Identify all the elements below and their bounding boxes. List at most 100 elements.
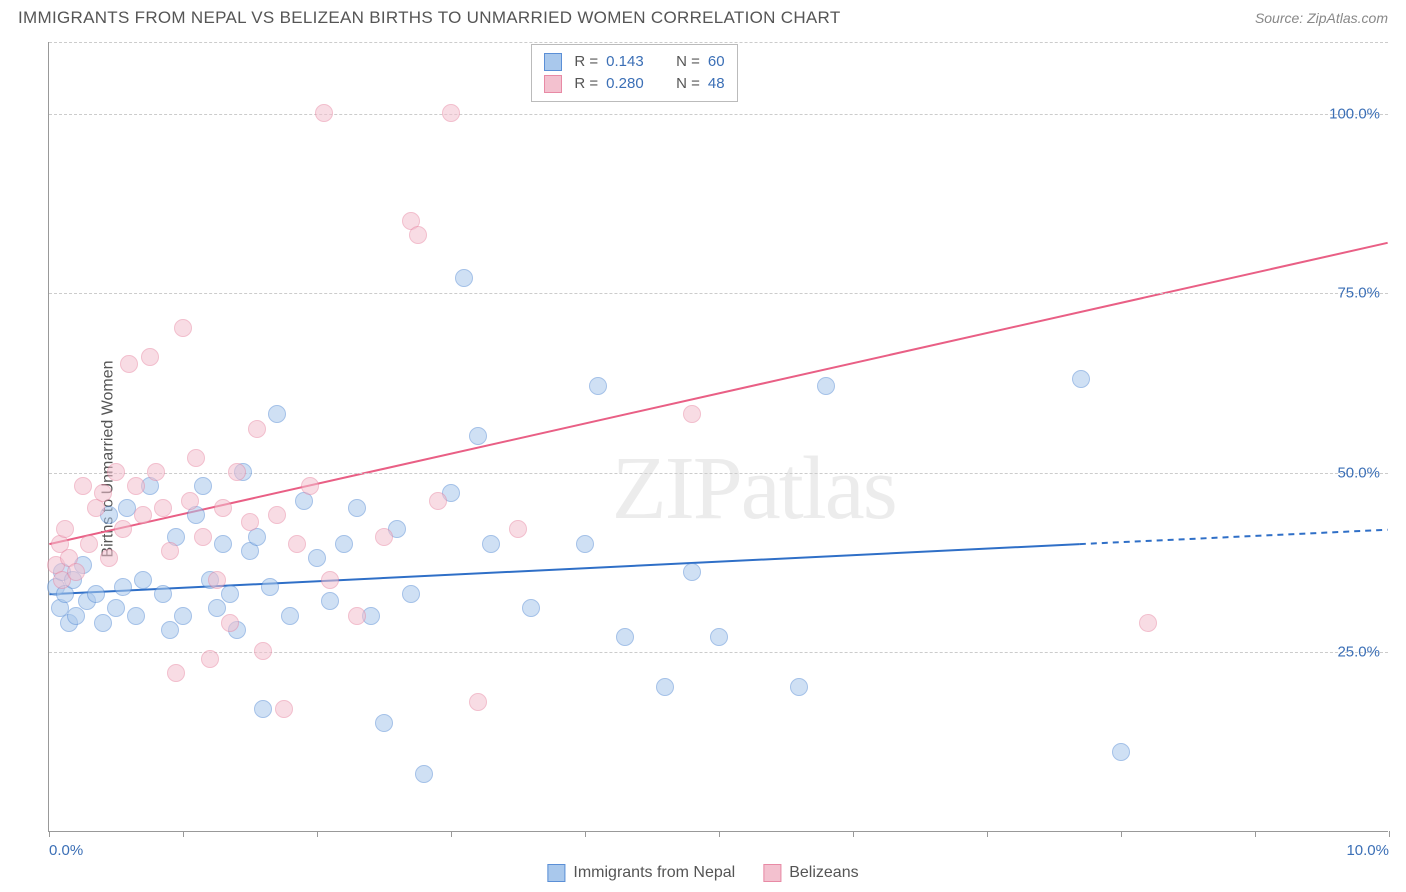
data-point: [167, 664, 185, 682]
gridline: [49, 293, 1388, 294]
data-point: [228, 463, 246, 481]
x-tick: [49, 831, 50, 837]
data-point: [181, 492, 199, 510]
data-point: [248, 420, 266, 438]
data-point: [348, 607, 366, 625]
data-point: [683, 405, 701, 423]
data-point: [335, 535, 353, 553]
data-point: [375, 714, 393, 732]
data-point: [127, 477, 145, 495]
data-point: [147, 463, 165, 481]
data-point: [482, 535, 500, 553]
series-legend: Immigrants from Nepal Belizeans: [547, 864, 858, 882]
data-point: [100, 549, 118, 567]
data-point: [174, 319, 192, 337]
y-tick-label: 25.0%: [1337, 644, 1380, 661]
data-point: [1139, 614, 1157, 632]
legend-swatch: [763, 864, 781, 882]
data-point: [348, 499, 366, 517]
data-point: [141, 348, 159, 366]
data-point: [214, 499, 232, 517]
data-point: [154, 499, 172, 517]
legend-swatch: [544, 75, 562, 93]
legend-row: R =0.143N =60: [544, 51, 724, 73]
legend-row: R =0.280N =48: [544, 73, 724, 95]
data-point: [288, 535, 306, 553]
legend-r-value: 0.143: [606, 51, 658, 73]
legend-series-name: Belizeans: [789, 864, 858, 882]
data-point: [208, 599, 226, 617]
data-point: [817, 377, 835, 395]
data-point: [315, 104, 333, 122]
data-point: [1072, 370, 1090, 388]
x-tick: [1121, 831, 1122, 837]
data-point: [80, 535, 98, 553]
watermark: ZIPatlas: [612, 437, 896, 540]
data-point: [576, 535, 594, 553]
x-tick: [585, 831, 586, 837]
legend-item: Belizeans: [763, 864, 858, 882]
gridline: [49, 652, 1388, 653]
legend-r-label: R =: [574, 51, 598, 73]
legend-n-value: 48: [708, 73, 725, 95]
data-point: [301, 477, 319, 495]
data-point: [321, 571, 339, 589]
legend-r-label: R =: [574, 73, 598, 95]
y-tick-label: 50.0%: [1337, 464, 1380, 481]
x-tick: [1389, 831, 1390, 837]
data-point: [74, 477, 92, 495]
data-point: [656, 678, 674, 696]
x-tick: [987, 831, 988, 837]
data-point: [469, 693, 487, 711]
data-point: [201, 650, 219, 668]
y-tick-label: 75.0%: [1337, 285, 1380, 302]
y-tick-label: 100.0%: [1329, 105, 1380, 122]
x-tick: [451, 831, 452, 837]
data-point: [268, 506, 286, 524]
data-point: [321, 592, 339, 610]
x-tick: [853, 831, 854, 837]
x-tick-label: 10.0%: [1346, 842, 1389, 859]
legend-series-name: Immigrants from Nepal: [573, 864, 735, 882]
legend-swatch: [547, 864, 565, 882]
data-point: [415, 765, 433, 783]
data-point: [94, 484, 112, 502]
legend-n-value: 60: [708, 51, 725, 73]
data-point: [375, 528, 393, 546]
data-point: [616, 628, 634, 646]
plot-area: ZIPatlas R =0.143N =60R =0.280N =48 25.0…: [48, 42, 1388, 832]
x-tick-label: 0.0%: [49, 842, 83, 859]
data-point: [254, 700, 272, 718]
data-point: [161, 621, 179, 639]
data-point: [409, 226, 427, 244]
x-tick: [1255, 831, 1256, 837]
data-point: [429, 492, 447, 510]
data-point: [790, 678, 808, 696]
data-point: [214, 535, 232, 553]
data-point: [455, 269, 473, 287]
data-point: [94, 614, 112, 632]
data-point: [194, 477, 212, 495]
data-point: [134, 571, 152, 589]
data-point: [221, 585, 239, 603]
data-point: [208, 571, 226, 589]
data-point: [442, 104, 460, 122]
data-point: [589, 377, 607, 395]
data-point: [174, 607, 192, 625]
correlation-legend: R =0.143N =60R =0.280N =48: [531, 44, 737, 102]
data-point: [161, 542, 179, 560]
gridline: [49, 42, 1388, 43]
data-point: [268, 405, 286, 423]
x-tick: [719, 831, 720, 837]
data-point: [127, 607, 145, 625]
legend-r-value: 0.280: [606, 73, 658, 95]
data-point: [281, 607, 299, 625]
data-point: [683, 563, 701, 581]
data-point: [120, 355, 138, 373]
data-point: [107, 463, 125, 481]
chart-title: IMMIGRANTS FROM NEPAL VS BELIZEAN BIRTHS…: [18, 8, 841, 28]
legend-item: Immigrants from Nepal: [547, 864, 735, 882]
data-point: [134, 506, 152, 524]
data-point: [107, 599, 125, 617]
data-point: [308, 549, 326, 567]
